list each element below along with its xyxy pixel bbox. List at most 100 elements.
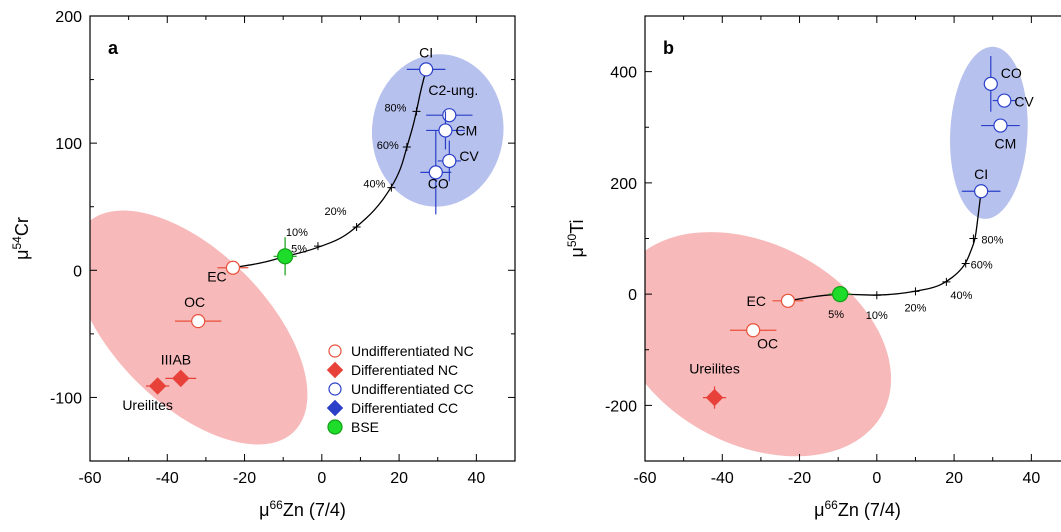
curve-mark-label: 20% [325, 206, 347, 218]
data-point [442, 153, 457, 169]
y-axis-label-post: Ti [567, 219, 587, 233]
legend-label: Undifferentiated CC [351, 381, 474, 397]
x-axis-label: μ66Zn (7/4) [814, 498, 901, 520]
x-tick-label: 20 [390, 470, 408, 487]
y-tick-label: 0 [73, 263, 82, 280]
data-point [746, 323, 761, 338]
curve-tick-mark [313, 242, 322, 251]
x-axis-label-pre: μ [259, 500, 269, 520]
point-label: IIIAB [161, 351, 191, 367]
data-point [172, 369, 190, 388]
y-tick-label: 400 [610, 65, 637, 82]
point-label: EC [747, 293, 766, 309]
legend-marker [326, 399, 344, 417]
data-point [148, 377, 167, 395]
point-label: CV [1014, 94, 1034, 110]
legend: Undifferentiated NC Differentiated NC Undi… [326, 343, 474, 435]
x-tick-label: -40 [711, 470, 734, 487]
legend-label: BSE [351, 419, 379, 435]
point-label: EC [207, 269, 226, 285]
data-point [438, 123, 453, 138]
point-label: Ureilites [689, 361, 740, 377]
point-label: CO [428, 175, 449, 191]
panel-letter: b [663, 38, 674, 58]
x-tick-label: 0 [872, 470, 881, 487]
curve-mark-label: 5% [828, 309, 844, 321]
legend-marker [326, 361, 344, 379]
curve-tick-mark [387, 183, 396, 192]
data-point [974, 184, 989, 199]
x-tick-label: 0 [317, 470, 326, 487]
curve-tick-mark [872, 291, 881, 300]
curve-tick-mark [942, 277, 951, 286]
curve-tick-mark [402, 142, 411, 151]
data-point [832, 286, 849, 303]
point-label: Ureilites [122, 397, 173, 413]
curve-mark-label: 60% [377, 140, 399, 152]
data-point [191, 314, 206, 329]
panel-b: 5% 10% 20% 40% 60% 80% CO CV CM CI EC OC Ureilites -6… [565, 15, 1061, 520]
x-axis-label-post: Zn (7/4) [283, 500, 346, 520]
data-point [997, 93, 1012, 108]
field-ellipse-nc [90, 210, 308, 445]
point-label: OC [757, 335, 778, 351]
legend-label: Undifferentiated NC [351, 343, 474, 359]
point-label: CI [974, 166, 988, 182]
data-point [993, 118, 1008, 133]
data-point [419, 62, 434, 77]
curve-tick-mark [412, 107, 421, 116]
curve-mark-label: 60% [971, 260, 993, 272]
y-tick-label: 200 [55, 9, 82, 26]
x-tick-label: 40 [467, 470, 485, 487]
plot-frame [89, 15, 516, 462]
y-axis-label: μ54Cr [10, 217, 32, 260]
y-tick-label: 0 [628, 287, 637, 304]
curve-mark-label: 20% [904, 302, 926, 314]
y-axis-label: μ50Ti [565, 219, 587, 257]
curve-mark-label: 10% [866, 310, 888, 322]
y-tick-label: 200 [610, 176, 637, 193]
curve-mark-label: 80% [384, 102, 406, 114]
plot-area [645, 46, 1028, 457]
y-tick-label: 100 [55, 136, 82, 153]
y-axis-label-sup: 54 [10, 236, 24, 250]
point-label: CV [459, 148, 479, 164]
data-point [705, 388, 724, 407]
legend-label: Differentiated CC [351, 400, 458, 416]
curve-mark-label: 40% [363, 179, 385, 191]
y-axis-label-pre: μ [567, 247, 587, 257]
point-label: OC [184, 294, 205, 310]
panel-letter: a [108, 38, 119, 58]
curve-tick-mark [961, 259, 970, 268]
legend-marker [328, 344, 342, 358]
data-point [780, 293, 796, 308]
point-label: CM [994, 136, 1016, 152]
y-tick-label: -100 [50, 390, 82, 407]
data-point [277, 248, 294, 265]
data-point [225, 260, 241, 275]
y-axis-label-sup: 50 [565, 233, 579, 247]
x-tick-label: -40 [156, 470, 179, 487]
legend-label: Differentiated NC [351, 362, 458, 378]
data-point [442, 108, 457, 123]
x-axis-label-pre: μ [814, 500, 824, 520]
x-tick-label: -60 [633, 470, 656, 487]
legend-marker [328, 382, 342, 396]
x-axis-label-sup: 66 [824, 498, 838, 512]
field-ellipse-cc [950, 46, 1028, 219]
x-tick-label: -20 [233, 470, 256, 487]
point-label: CI [419, 44, 433, 60]
curve-mark-label: 5% [291, 243, 307, 255]
y-tick-label: -200 [605, 398, 637, 415]
x-axis-label-post: Zn (7/4) [838, 500, 901, 520]
x-tick-label: 40 [1022, 470, 1040, 487]
curve-tick-mark [352, 223, 361, 232]
x-axis-label: μ66Zn (7/4) [259, 498, 346, 520]
point-label: CM [455, 122, 477, 138]
field-ellipse-nc [645, 232, 892, 457]
x-tick-label: 20 [945, 470, 963, 487]
data-point [983, 76, 998, 91]
legend-marker [327, 419, 343, 435]
